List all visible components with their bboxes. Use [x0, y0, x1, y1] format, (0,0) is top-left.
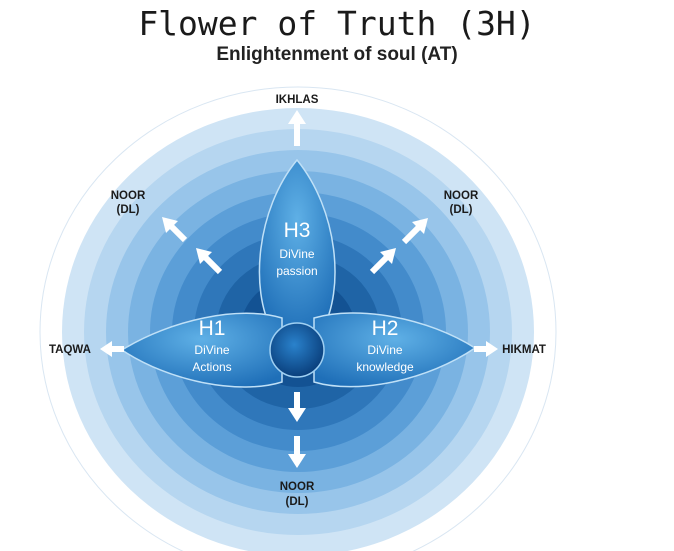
label-ikhlas: IKHLAS	[276, 94, 319, 106]
petal-h3-line2: passion	[276, 264, 317, 278]
diagram-title: Flower of Truth (3H)	[138, 4, 536, 43]
arrow-upper-left-icon-1	[196, 248, 223, 275]
label-dl-upper-right: (DL)	[450, 204, 473, 216]
arrow-down-icon-1	[288, 392, 306, 422]
petal-h2-line2: knowledge	[356, 360, 414, 374]
label-taqwa: TAQWA	[49, 344, 91, 356]
arrow-upper-right-icon-2	[401, 218, 428, 245]
arrow-right-icon	[474, 341, 498, 357]
petal-h1-line2: Actions	[192, 360, 231, 374]
label-dl-bottom: (DL)	[286, 496, 309, 508]
petal-h1-title: H1	[199, 317, 226, 340]
arrow-upper-left-icon-2	[162, 217, 188, 243]
diagram-subtitle: Enlightenment of soul (AT)	[216, 44, 458, 65]
arrow-down-icon-2	[288, 436, 306, 468]
petal-h3-line1: DiVine	[279, 247, 314, 261]
label-noor-bottom: NOOR	[280, 481, 315, 493]
arrow-up-icon	[288, 110, 306, 146]
label-dl-upper-left: (DL)	[117, 204, 140, 216]
label-noor-upper-right: NOOR	[444, 190, 479, 202]
petal-h2-line1: DiVine	[367, 343, 402, 357]
petal-h2-title: H2	[372, 317, 399, 340]
petal-h1-line1: DiVine	[194, 343, 229, 357]
label-noor-upper-left: NOOR	[111, 190, 146, 202]
petal-h3-title: H3	[284, 219, 311, 242]
arrow-left-icon	[100, 341, 124, 357]
arrow-upper-right-icon-1	[369, 248, 396, 275]
label-hikmat: HIKMAT	[502, 344, 546, 356]
arrows	[100, 110, 498, 468]
center-circle	[269, 322, 325, 378]
